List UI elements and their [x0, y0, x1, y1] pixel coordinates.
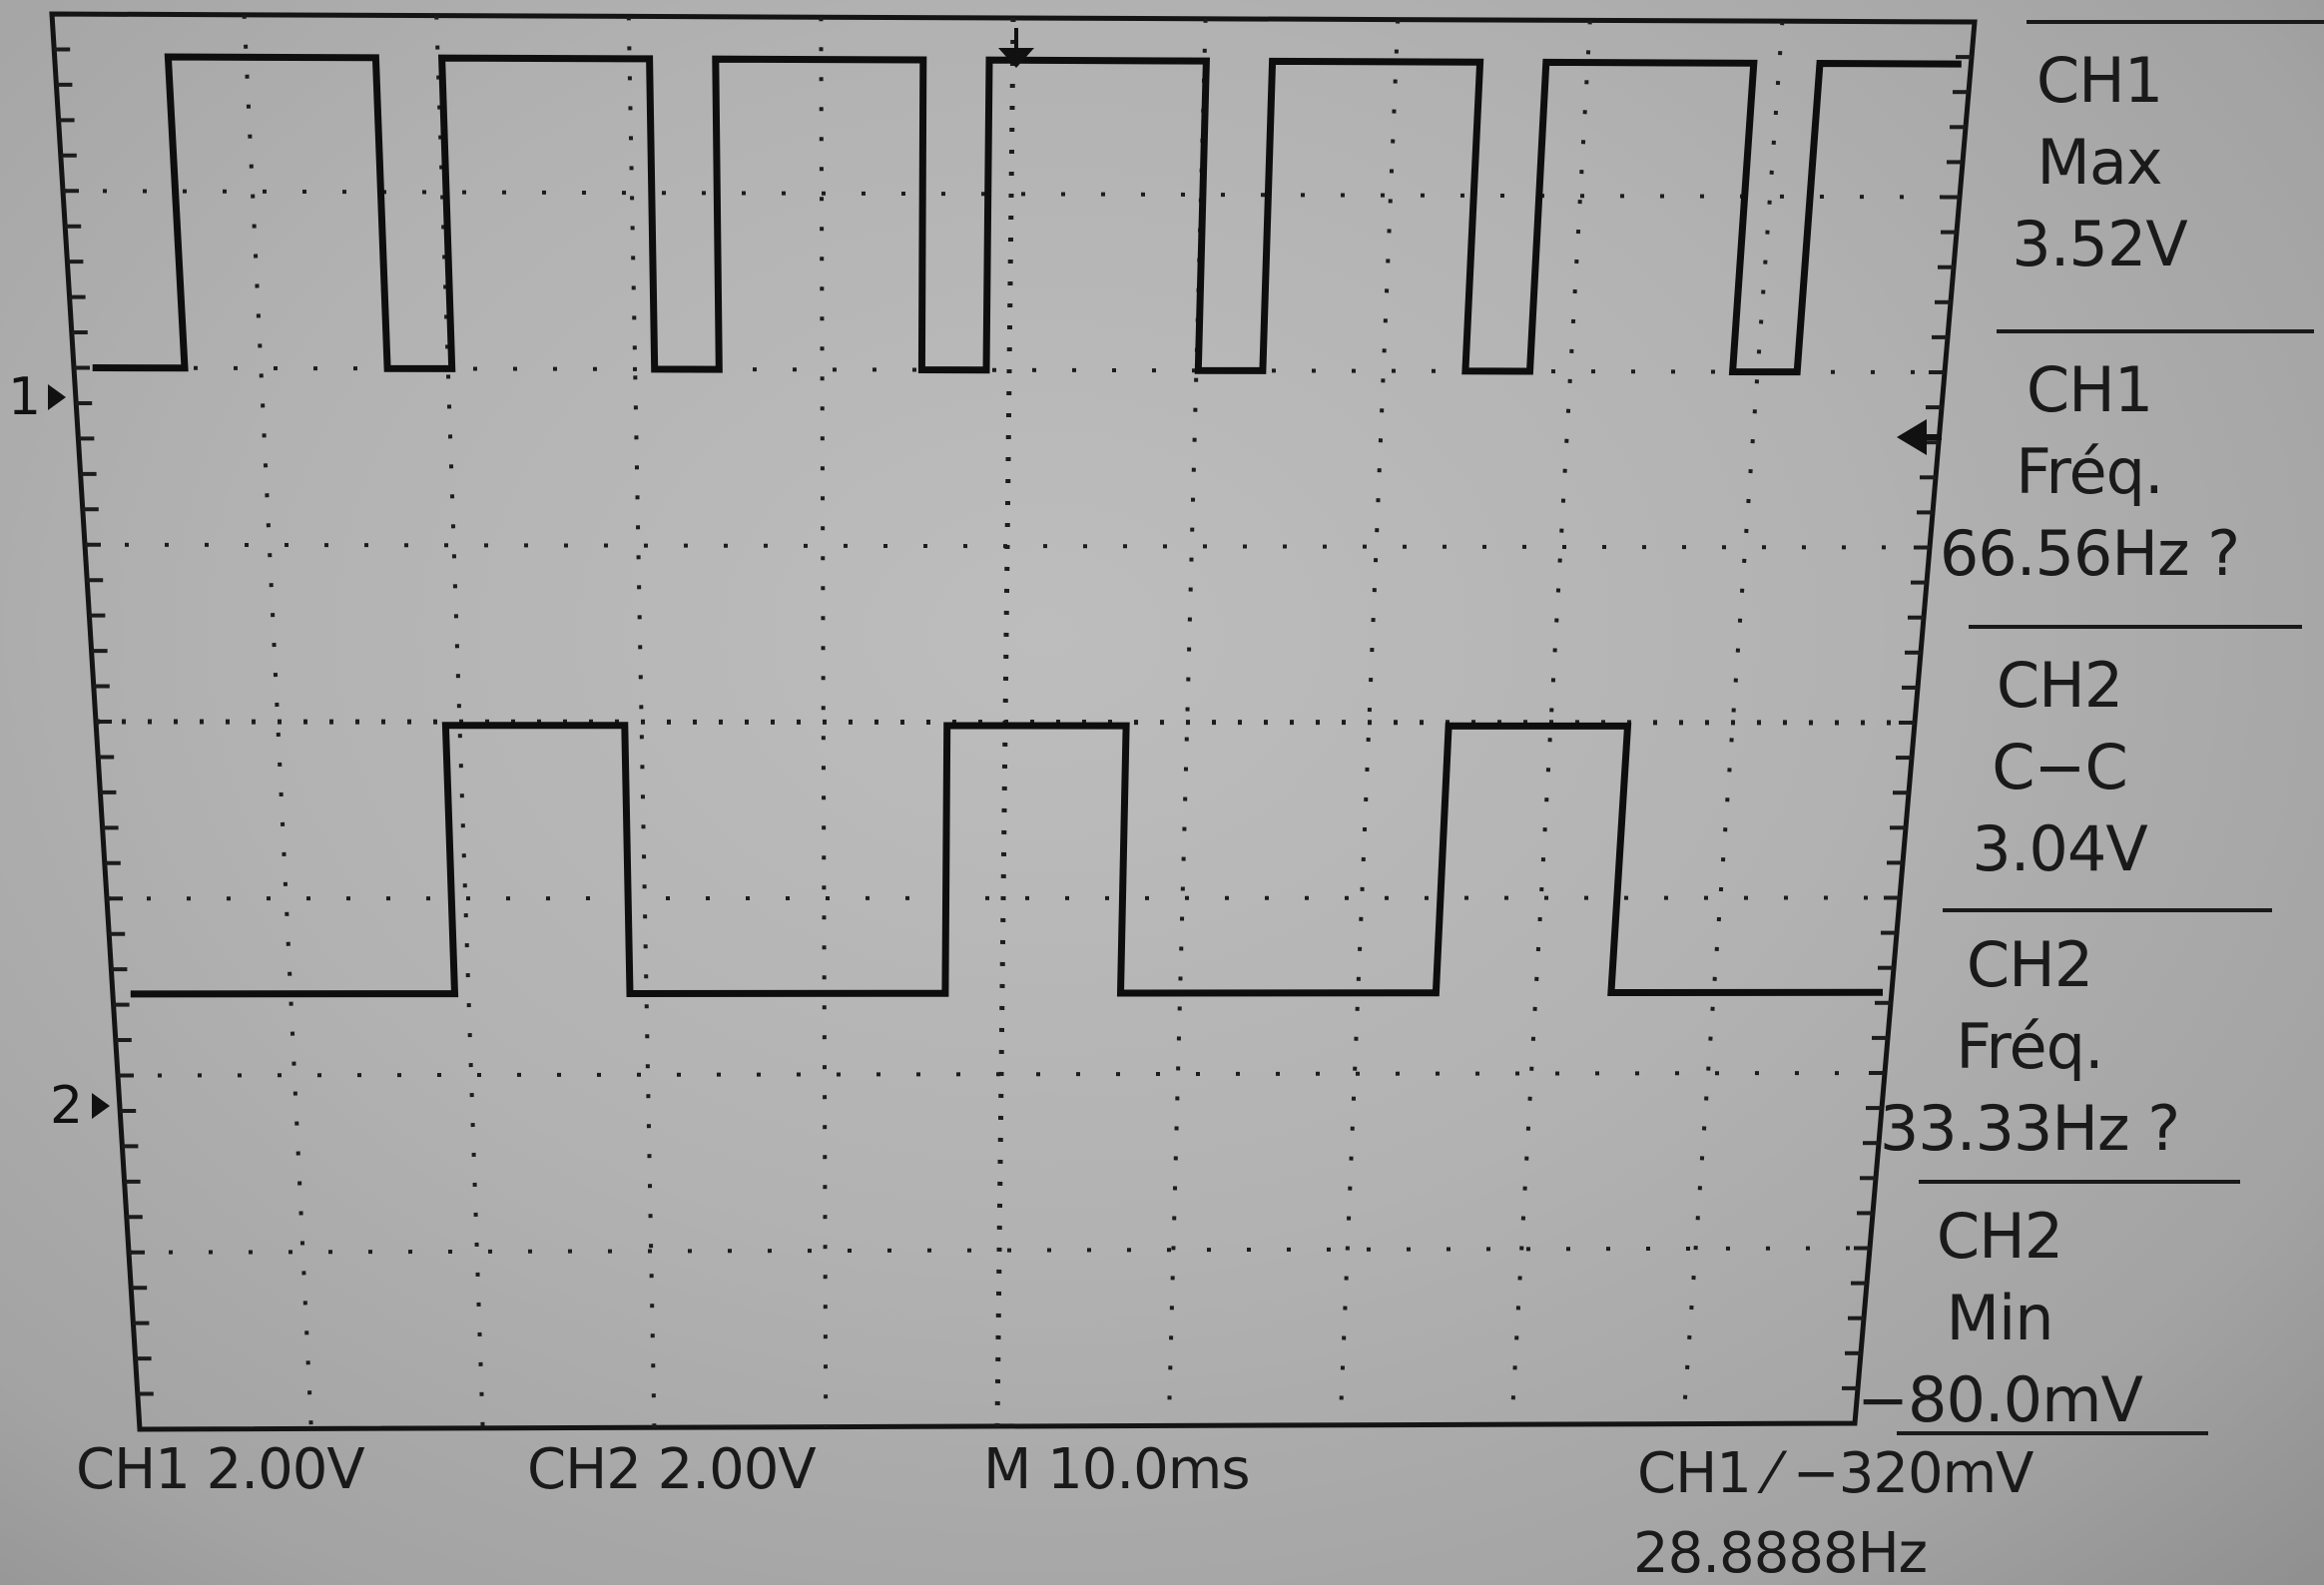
measurement-ch1-freq[interactable]: CH1 Fréq. 66.56Hz ?	[1925, 349, 2254, 595]
trigger-position-marker	[998, 48, 1034, 68]
graticule-frame	[49, 11, 1978, 1432]
measurement-type: Min	[1946, 1282, 2053, 1354]
measurement-value: 3.52V	[2012, 208, 2187, 280]
menu-divider-1	[1997, 329, 2314, 333]
measurement-channel: CH2	[1996, 649, 2123, 722]
ch2-scale-readout: CH2 2.00V	[527, 1437, 817, 1502]
measurement-type: Max	[2036, 126, 2162, 199]
graticule	[49, 11, 1978, 1432]
ch2-trace	[130, 722, 1884, 998]
trigger-level-marker	[1897, 419, 1927, 455]
measurement-value: 33.33Hz ?	[1879, 1092, 2180, 1165]
menu-divider-5	[1897, 1431, 2208, 1435]
measurement-ch1-max[interactable]: CH1 Max 3.52V	[1935, 40, 2264, 285]
ch2-ground-arrow-icon	[92, 1093, 110, 1119]
measurement-channel: CH2	[1966, 928, 2093, 1001]
timebase-readout: M 10.0ms	[983, 1437, 1251, 1502]
menu-divider-0	[2027, 20, 2324, 24]
measurement-value: 3.04V	[1972, 812, 2147, 885]
menu-divider-3	[1943, 908, 2272, 912]
measurement-type: Fréq.	[2016, 435, 2164, 508]
measurement-channel: CH1	[2035, 44, 2163, 117]
measurement-channel: CH2	[1936, 1200, 2063, 1273]
measurement-ch2-freq[interactable]: CH2 Fréq. 33.33Hz ?	[1865, 924, 2194, 1170]
ch2-ground-marker: 2	[50, 1076, 83, 1136]
waveform-traces	[92, 53, 1962, 998]
ch1-ground-arrow-icon	[48, 384, 66, 410]
ch1-ground-marker: 1	[8, 367, 41, 427]
measurement-type: C−C	[1992, 731, 2128, 803]
ch1-scale-readout: CH1 2.00V	[76, 1437, 365, 1502]
grid-horizontal-line	[73, 365, 1946, 374]
measurement-value: 66.56Hz ?	[1939, 517, 2240, 590]
measurement-ch2-pk-pk[interactable]: CH2 C−C 3.04V	[1895, 645, 2224, 890]
measurement-value: −80.0mV	[1857, 1363, 2143, 1436]
markers: 1 2	[8, 28, 1942, 1136]
trigger-readout: CH1 ⁄ −320mV	[1637, 1441, 2034, 1506]
menu-divider-2	[1969, 625, 2302, 629]
grid-horizontal-line	[95, 719, 1916, 726]
menu-divider-4	[1919, 1180, 2240, 1184]
measurement-ch2-min[interactable]: CH2 Min −80.0mV	[1835, 1196, 2164, 1441]
measurement-type: Fréq.	[1956, 1010, 2104, 1083]
ch1-trace	[92, 53, 1962, 376]
trigger-frequency-readout: 28.8888Hz	[1633, 1521, 1928, 1585]
measurement-channel: CH1	[2026, 353, 2153, 426]
